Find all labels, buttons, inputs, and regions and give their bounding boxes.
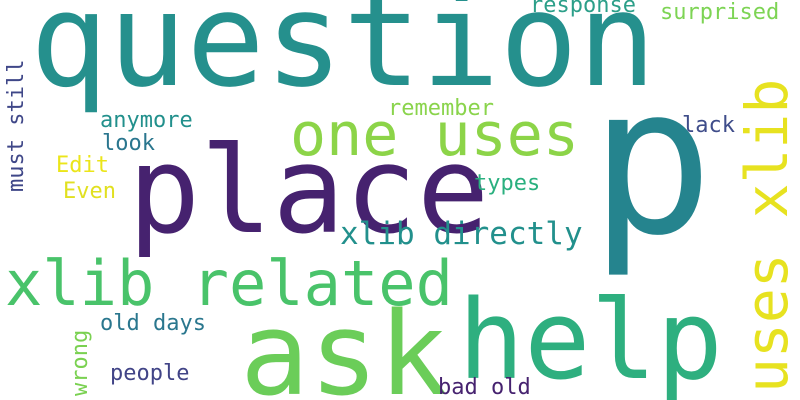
word-help: help	[458, 276, 723, 400]
word-place: place	[128, 122, 490, 261]
word-one-uses: one uses	[290, 100, 579, 170]
word-bad-old: bad old	[438, 375, 531, 400]
word-xlib-directly: xlib directly	[340, 216, 583, 252]
word-question: question	[30, 0, 657, 116]
word-people: people	[110, 361, 190, 386]
word-uses-xlib: uses xlib	[733, 78, 800, 393]
word-look: look	[102, 131, 155, 156]
word-response: response	[530, 0, 636, 18]
word-xlib-related: xlib related	[5, 247, 453, 320]
word-old-days: old days	[100, 311, 206, 336]
word-edit: Edit	[56, 153, 109, 178]
word-surprised: surprised	[660, 0, 780, 25]
word-types: types	[474, 171, 541, 196]
word-p: p	[590, 43, 714, 281]
word-ask: ask	[240, 288, 448, 400]
word-wrong: wrong	[68, 329, 93, 396]
word-even: Even	[63, 179, 116, 204]
word-must-still: must still	[4, 59, 29, 192]
word-remember: remember	[388, 96, 494, 121]
word-lack: lack	[682, 113, 735, 138]
word-anymore: anymore	[100, 108, 193, 133]
